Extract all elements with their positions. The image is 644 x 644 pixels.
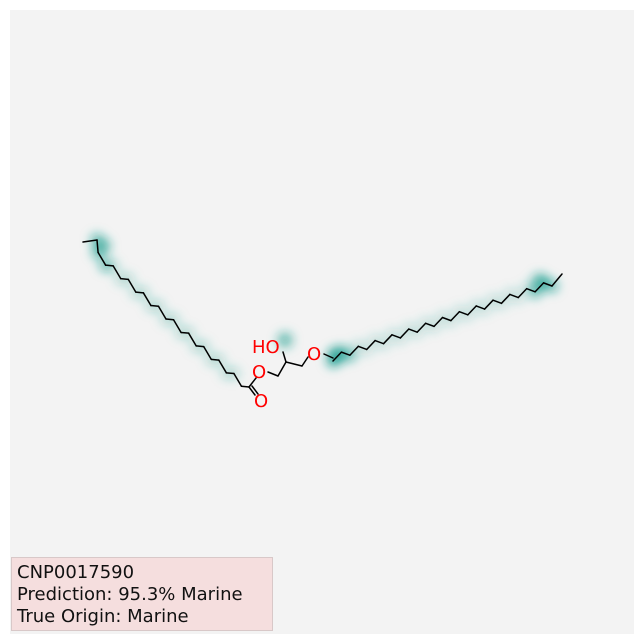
alkyl-chain-bond bbox=[525, 287, 536, 293]
attention-heatmap bbox=[90, 233, 559, 381]
alkyl-chain-bond bbox=[534, 282, 545, 293]
alkyl-chain-bond bbox=[509, 293, 520, 299]
acyl-chain-bond bbox=[195, 345, 205, 348]
alkyl-chain-bond bbox=[492, 299, 503, 305]
acyl-chain-bond bbox=[165, 318, 175, 321]
carbonyl-bond bbox=[248, 386, 256, 396]
acyl-chain-bond bbox=[96, 239, 99, 254]
compound-id: CNP0017590 bbox=[17, 562, 135, 583]
alkyl-chain-bond bbox=[357, 345, 368, 351]
alkyl-chain-bond bbox=[416, 322, 427, 333]
acyl-chain-bond bbox=[157, 305, 167, 320]
alkyl-chain-bond bbox=[450, 310, 461, 322]
acyl-chain-bond bbox=[119, 277, 130, 281]
alkyl-chain-bond bbox=[332, 351, 343, 362]
alkyl-chain-bond bbox=[500, 293, 511, 305]
acyl-chain-bond bbox=[187, 332, 197, 347]
alkyl-chain-bond bbox=[475, 305, 486, 310]
carbonyl-bond bbox=[251, 385, 259, 395]
acyl-chain-bond bbox=[127, 278, 137, 293]
alkyl-chain-bond bbox=[483, 299, 494, 310]
glycerol-bond bbox=[285, 361, 303, 367]
ester-bond bbox=[248, 377, 257, 388]
alkyl-chain-bond bbox=[374, 339, 385, 345]
alkyl-chain-bond bbox=[542, 282, 553, 287]
acyl-chain-bond bbox=[218, 359, 228, 374]
alkyl-chain-bond bbox=[391, 334, 402, 339]
alkyl-chain-bond bbox=[340, 351, 351, 356]
bond-lines bbox=[82, 239, 563, 396]
acyl-chain-bond bbox=[240, 385, 250, 388]
hydroxyl-label: HO bbox=[252, 337, 280, 358]
alkyl-chain-bond bbox=[441, 316, 452, 322]
acyl-chain-bond bbox=[150, 304, 160, 308]
hydroxyl-bond bbox=[282, 351, 287, 363]
heat-spot bbox=[327, 347, 345, 365]
acyl-chain-bond bbox=[202, 345, 213, 361]
prediction-info-box: CNP0017590 Prediction: 95.3% Marine True… bbox=[11, 557, 273, 631]
acyl-chain-bond bbox=[225, 372, 235, 375]
alkyl-chain-bond bbox=[424, 322, 435, 328]
acyl-chain-bond bbox=[112, 265, 122, 280]
heat-spot bbox=[531, 273, 549, 291]
heat-spot bbox=[95, 238, 111, 254]
alkyl-chain-bond bbox=[408, 328, 418, 333]
ester-oxygen-label: O bbox=[252, 362, 266, 383]
alkyl-chain-bond bbox=[349, 345, 360, 356]
acyl-chain-bond bbox=[104, 264, 114, 267]
acyl-chain-bond bbox=[82, 239, 98, 243]
alkyl-chain-bond bbox=[517, 287, 528, 299]
molecule-canvas bbox=[10, 10, 634, 634]
alkyl-chain-bond bbox=[382, 334, 393, 345]
prediction-text: Prediction: 95.3% Marine bbox=[17, 584, 243, 605]
alkyl-chain-bond bbox=[467, 305, 477, 316]
alkyl-chain-bond bbox=[551, 273, 563, 287]
acyl-chain-bond bbox=[142, 292, 152, 307]
alkyl-chain-bond bbox=[458, 310, 469, 316]
alkyl-chain-bond bbox=[399, 328, 410, 339]
glycerol-bond bbox=[301, 356, 309, 367]
heat-spot bbox=[277, 332, 293, 348]
acyl-chain-bond bbox=[233, 372, 243, 388]
acyl-chain-bond bbox=[180, 331, 190, 334]
alkyl-chain-bond bbox=[433, 316, 444, 328]
glycerol-bond bbox=[267, 371, 279, 377]
carbonyl-oxygen-label: O bbox=[254, 391, 268, 412]
acyl-chain-bond bbox=[97, 251, 107, 266]
ether-bond bbox=[323, 353, 334, 359]
acyl-chain-bond bbox=[172, 318, 182, 334]
acyl-chain-bond bbox=[135, 291, 145, 294]
alkyl-chain-bond bbox=[365, 339, 376, 351]
acyl-chain-bond bbox=[210, 358, 220, 361]
glycerol-bond bbox=[277, 361, 287, 377]
ether-oxygen-label: O bbox=[307, 344, 321, 365]
true-origin-text: True Origin: Marine bbox=[17, 606, 189, 627]
